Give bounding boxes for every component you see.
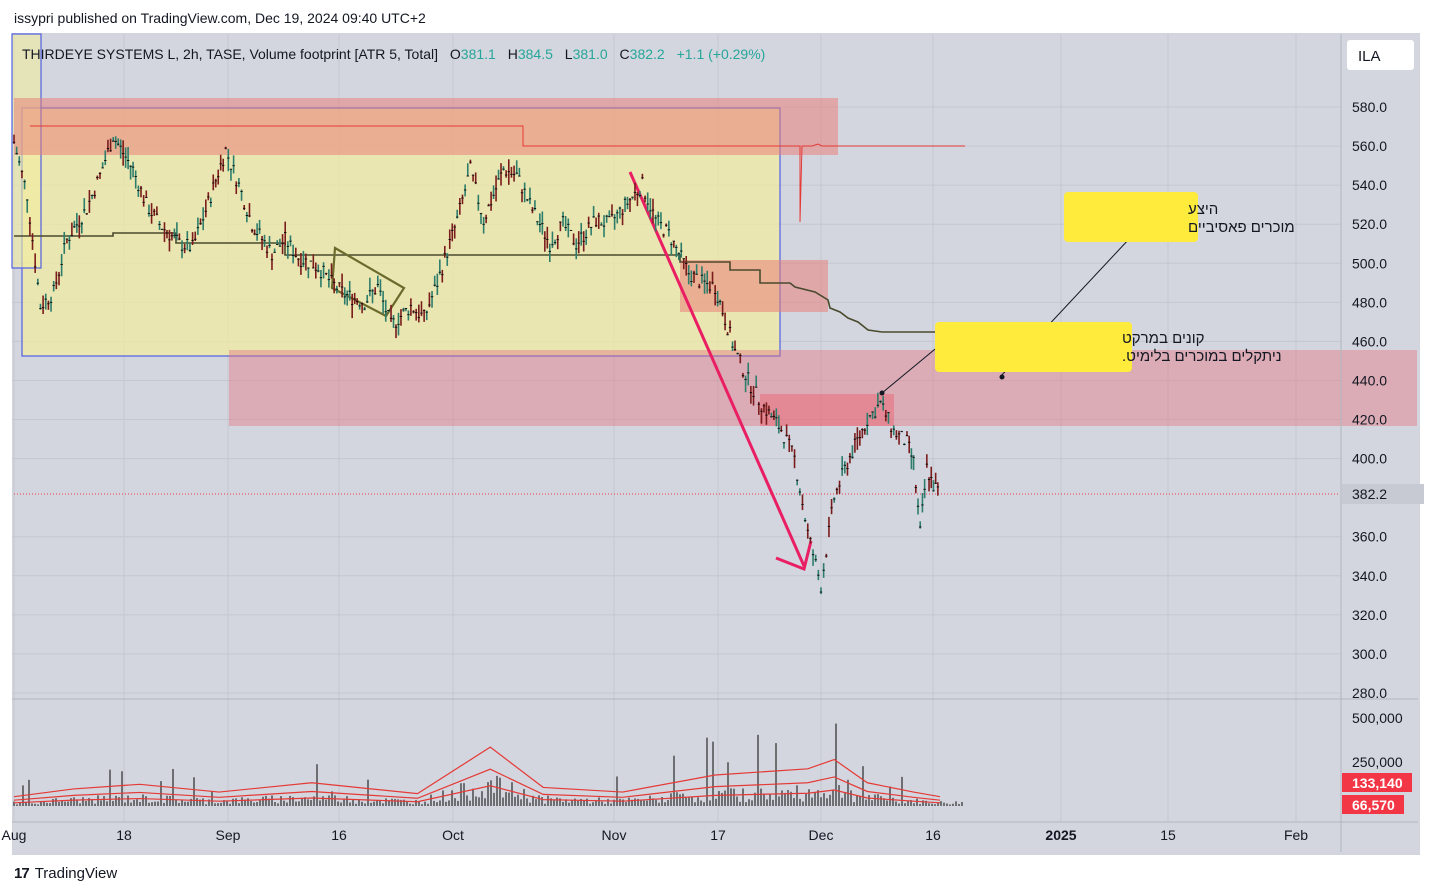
volume-label-1-bg [1342,773,1412,792]
volume-label-2: 66,570 [1352,797,1395,813]
volume-tick-0: 500,000 [1352,710,1403,726]
ohlc-close: 382.2 [630,46,665,62]
ohlc-low: 381.0 [573,46,608,62]
time-tick-3: 16 [331,827,347,843]
price-tick-7: 440.0 [1352,372,1387,388]
drawings-layer [14,125,1340,572]
time-tick-9: 2025 [1045,827,1076,843]
time-tick-5: Nov [602,827,627,843]
callout-line-2 [881,344,941,394]
top-red-line [30,125,965,223]
price-tick-5: 480.0 [1352,294,1387,310]
time-tick-1: 18 [116,827,132,843]
volume-axis: 500,000 250,000 [1352,710,1403,770]
down-arrow-line [628,171,806,567]
annotation-buyers[interactable]: קונים במרקט ניתקלים במוכרים בלימיט. [935,322,1282,372]
price-tick-8: 420.0 [1352,412,1387,428]
tradingview-logo-icon: 17 [14,865,30,882]
ohlc-high: 384.5 [518,46,553,62]
time-tick-11: Feb [1284,827,1308,843]
time-axis[interactable]: Aug 18 Sep 16 Oct Nov 17 Dec 16 2025 15 Feb [2,827,1309,843]
price-tick-9: 400.0 [1352,451,1387,467]
price-tick-0: 580.0 [1352,99,1387,115]
currency-box[interactable] [1347,40,1414,70]
ohlc-o-label: O [450,46,461,62]
last-price-label: 382.2 [1352,486,1387,502]
volume-series [13,723,963,806]
poc-line [14,232,938,333]
chart-header-text: THIRDEYE SYSTEMS L, 2h, TASE, Volume foo… [22,46,438,62]
price-tick-14: 280.0 [1352,685,1387,701]
time-tick-6: 17 [710,827,726,843]
annotation-2-line-1: קונים במרקט [1122,330,1205,347]
time-tick-10: 15 [1160,827,1176,843]
ohlc-h-label: H [508,46,518,62]
callout-dot-2 [879,390,885,396]
time-tick-7: Dec [809,827,834,843]
volume-tick-1: 250,000 [1352,754,1403,770]
price-series [12,134,940,595]
time-tick-4: Oct [442,827,464,843]
price-tick-11: 340.0 [1352,568,1387,584]
callout-dot-1 [999,374,1005,380]
price-tick-12: 320.0 [1352,607,1387,623]
ohlc-change: +1.1 (+0.29%) [677,46,766,62]
brand-name: TradingView [34,865,118,882]
currency-label: ILA [1358,48,1381,65]
ohlc-l-label: L [565,46,573,62]
annotation-supply[interactable]: היצע מוכרים פאסיביים [1064,192,1295,242]
price-axis[interactable]: 580.0 560.0 540.0 520.0 500.0 480.0 460.0 440.0… [1352,99,1387,701]
svg-text:THIRDEYE SYSTEMS L, 2h, TASE,: THIRDEYE SYSTEMS L, 2h, TASE, Volume foo… [22,46,765,62]
price-tick-13: 300.0 [1352,646,1387,662]
time-tick-8: 16 [925,827,941,843]
lower-supply-zone [229,350,1417,426]
time-tick-2: Sep [216,827,241,843]
price-tick-10: 360.0 [1352,529,1387,545]
volume-band-1 [13,746,941,798]
volume-label-2-bg [1342,795,1404,814]
annotation-1-line-2: מוכרים פאסיביים [1188,219,1295,236]
price-tick-3: 520.0 [1352,216,1387,232]
publisher-line: issypri published on TradingView.com, De… [14,10,426,26]
volume-label-1: 133,140 [1352,775,1403,791]
footer-brand[interactable]: 17 TradingView [14,865,117,882]
price-tick-1: 560.0 [1352,138,1387,154]
annotation-2-line-2: ניתקלים במוכרים בלימיט. [1122,348,1282,365]
volume-band-2 [13,785,941,804]
inner-supply-zone [760,394,894,426]
time-tick-0: Aug [2,827,27,843]
last-price-tag [1342,484,1424,504]
price-tick-2: 540.0 [1352,177,1387,193]
ohlc-c-label: C [620,46,630,62]
price-tick-6: 460.0 [1352,333,1387,349]
volume-band-0 [13,768,941,801]
down-arrow-head [775,540,813,572]
ohlc-open: 381.1 [461,46,496,62]
price-tick-4: 500.0 [1352,255,1387,271]
annotation-1-line-1: היצע [1188,201,1218,218]
